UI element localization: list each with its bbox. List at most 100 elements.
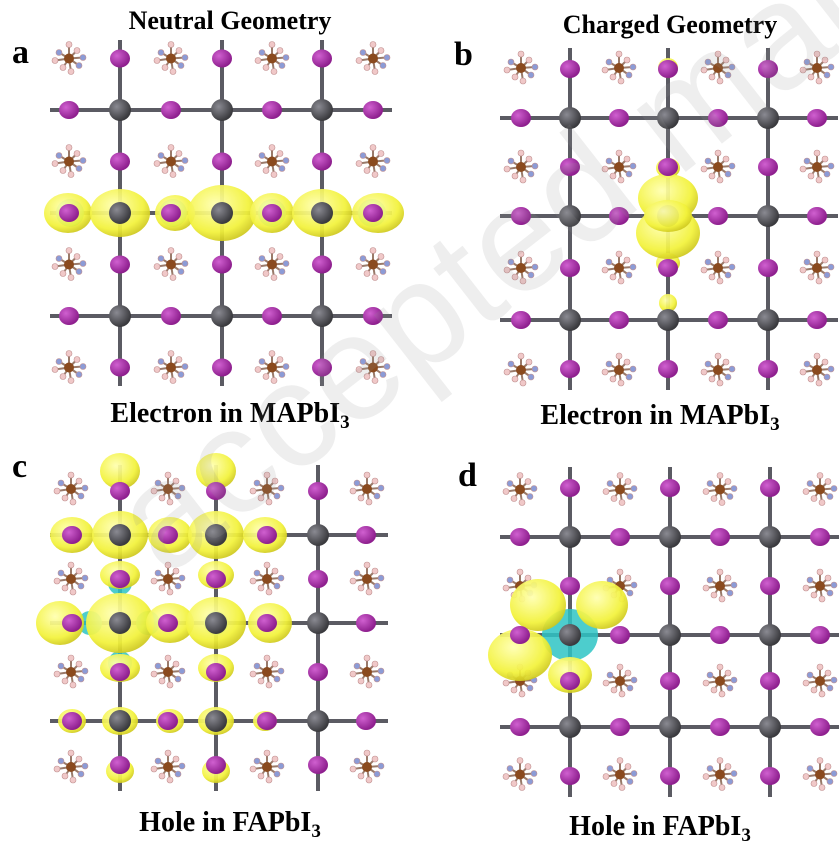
organic-atom [59,64,67,71]
organic-atom [278,165,286,172]
organic-atom [830,676,838,684]
organic-atom [710,780,718,787]
iodine-atom [262,307,282,325]
organic-atom [507,258,515,266]
organic-atom [276,47,284,54]
organic-atom [263,471,271,479]
organic-atom [175,47,183,54]
organic-atom [624,478,632,485]
organic-atom [51,160,59,167]
organic-atom [730,581,738,589]
lead-atom [659,716,681,738]
organic-atom [75,755,83,763]
organic-atom [615,149,623,157]
organic-atom [525,56,533,64]
organic-atom [799,66,807,74]
organic-atom [718,595,726,603]
organic-atom [81,574,89,582]
organic-carbon [815,484,825,495]
organic-carbon [362,484,372,494]
organic-atom [799,165,807,173]
organic-atom [379,165,387,172]
organic-atom [153,160,161,167]
organic-carbon [64,156,74,167]
organic-atom [802,488,810,495]
organic-cation [799,352,835,387]
organic-carbon [713,263,723,273]
iodine-atom [610,528,630,546]
organic-atom [268,41,276,48]
organic-carbon [262,484,272,494]
organic-atom [349,487,357,495]
organic-atom [270,171,278,178]
organic-atom [67,654,75,662]
iodine-atom [760,577,780,595]
organic-atom [724,170,732,178]
iodine-atom [158,712,178,730]
organic-atom [69,681,77,689]
organic-atom [169,68,177,75]
organic-atom [277,484,285,492]
organic-cation [503,50,539,85]
organic-cation [53,654,89,689]
organic-carbon [812,63,822,73]
iodine-atom [609,207,629,225]
caption-subscript: 3 [340,412,350,433]
organic-cation [349,561,385,596]
organic-cation [802,472,838,506]
organic-atom [369,247,377,254]
organic-atom [377,47,385,54]
iodine-atom [262,204,282,222]
organic-atom [816,757,824,764]
organic-atom [517,250,525,258]
organic-atom [823,71,831,79]
iodine-atom [257,712,277,730]
organic-atom [518,499,526,506]
organic-atom [157,152,165,159]
organic-atom [524,478,532,485]
organic-atom [606,671,614,679]
organic-atom [51,263,59,270]
iodine-atom [758,158,778,176]
organic-atom [511,375,519,383]
organic-atom [506,765,514,772]
organic-atom [810,780,818,787]
iodine-atom [708,207,728,225]
organic-atom [700,368,708,376]
iodine-atom [708,311,728,329]
organic-atom [371,171,379,178]
organic-atom [65,247,73,254]
organic-carbon [267,259,277,270]
organic-atom [623,56,631,64]
organic-cation [153,144,189,178]
organic-cation [601,50,637,85]
organic-atom [158,584,166,592]
lead-atom [657,107,679,129]
iodine-atom [758,60,778,78]
organic-atom [53,670,61,678]
organic-atom [249,577,257,585]
organic-atom [510,686,518,694]
organic-atom [617,379,625,387]
organic-atom [377,667,385,675]
iodine-atom [810,626,830,644]
organic-cation [249,561,285,596]
iodine-atom [760,479,780,497]
organic-atom [824,574,832,582]
organic-atom [821,155,829,163]
lead-atom [211,305,233,327]
organic-atom [605,360,613,368]
organic-atom [270,377,278,384]
organic-atom [371,477,379,485]
organic-atom [704,258,712,266]
organic-atom [158,494,166,502]
organic-atom [276,356,284,363]
organic-atom [150,670,158,678]
iodine-atom [62,614,82,632]
organic-atom [73,150,81,157]
organic-atom [610,495,618,502]
organic-atom [810,591,818,599]
organic-atom [75,165,83,172]
organic-atom [369,144,377,151]
organic-atom [257,677,265,685]
